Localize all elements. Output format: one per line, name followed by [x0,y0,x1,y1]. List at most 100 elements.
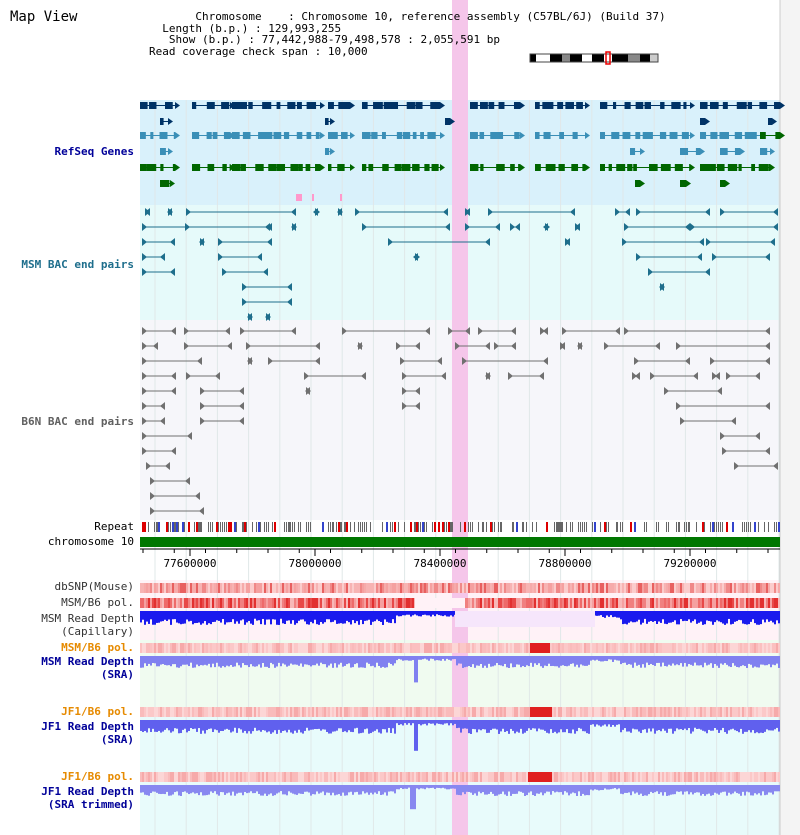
heat-cell [198,643,200,653]
read-depth-bar [446,785,448,790]
read-depth-bar [650,720,652,732]
read-depth-bar [692,656,694,666]
heat-cell [176,707,178,717]
read-depth-bar [556,720,558,734]
read-depth-bar [774,611,776,625]
heat-cell [482,772,484,782]
gene-exon [373,102,383,109]
read-depth-bar [436,785,438,788]
read-depth-bar [220,656,222,668]
heat-cell [188,583,190,593]
read-depth-bar [712,611,714,625]
heat-cell [370,598,372,608]
read-depth-bar [718,720,720,733]
gene-marker [296,194,302,201]
read-depth-bar [216,656,218,663]
read-depth-bar [506,656,508,668]
heat-peak [530,707,552,717]
read-depth-bar [254,611,256,619]
read-depth-bar [420,611,422,617]
read-depth-bar [438,785,440,788]
bac-end-marker [267,238,272,246]
heat-cell [498,643,500,653]
heat-cell [290,707,292,717]
heat-cell [642,598,644,608]
repeat-mark [382,522,383,532]
bac-end-marker [488,208,493,216]
heat-cell [410,772,412,782]
heat-cell [594,772,596,782]
heat-cell [584,598,586,608]
heat-cell [290,598,292,608]
read-depth-bar [164,656,166,665]
read-depth-bar [666,720,668,733]
read-depth-bar [310,720,312,730]
read-depth-bar [730,720,732,730]
heat-cell [756,772,758,782]
gene-exon [232,164,241,171]
heat-cell [666,772,668,782]
bac-end-marker [615,327,620,335]
read-depth-bar [646,656,648,663]
heat-cell [364,772,366,782]
read-depth-bar [272,611,274,620]
gene-exon [635,132,641,139]
heat-cell [572,772,574,782]
repeat-mark [294,522,295,532]
heat-cell [576,583,578,593]
read-depth-bar [434,656,436,661]
read-depth-bar [724,656,726,664]
gene-exon [415,102,423,109]
heat-cell [554,643,556,653]
heat-peak [528,772,552,782]
heat-cell [662,772,664,782]
gene-arrow [640,180,645,187]
read-depth-bar [514,785,516,794]
heat-cell [342,643,344,653]
read-depth-bar [242,611,244,620]
heat-cell [544,598,546,608]
read-depth-bar [144,611,146,625]
heat-cell [372,772,374,782]
bac-end-marker [304,372,309,380]
read-depth-bar [300,785,302,794]
read-depth-bar [604,656,606,661]
read-depth-bar [228,656,230,667]
read-depth-bar [304,611,306,622]
read-depth-bar [558,785,560,793]
heat-cell [362,643,364,653]
read-depth-bar [378,720,380,733]
gene-arrow [585,102,590,109]
heat-cell [190,643,192,653]
heat-cell [616,772,618,782]
repeat-mark [264,522,265,532]
read-depth-bar [272,785,274,796]
read-depth-bar [468,720,470,734]
read-depth-bar [646,720,648,733]
read-depth-bar [498,785,500,795]
read-depth-bar [532,785,534,796]
read-depth-bar [602,720,604,726]
heat-cell [192,772,194,782]
heat-cell [572,643,574,653]
heat-cell [624,707,626,717]
heat-cell [552,707,554,717]
heat-cell [350,583,352,593]
bac-end-marker [160,402,165,410]
heat-cell [354,583,356,593]
heat-cell [396,583,398,593]
heat-cell [596,772,598,782]
gene-exon [427,132,436,139]
read-depth-bar [774,720,776,730]
read-depth-bar [778,785,780,792]
read-depth-bar [708,785,710,794]
heat-cell [714,643,716,653]
read-depth-bar [414,611,416,615]
heat-cell [496,772,498,782]
heat-cell [190,583,192,593]
heat-cell [566,598,568,608]
read-depth-bar [468,656,470,667]
read-depth-bar [696,656,698,666]
